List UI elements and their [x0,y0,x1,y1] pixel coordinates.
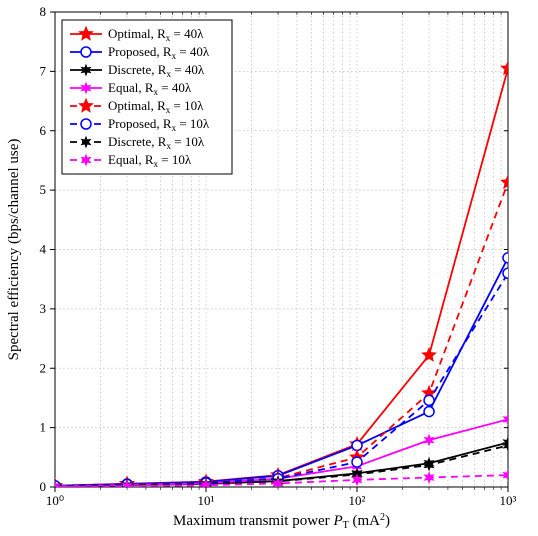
y-tick-label: 7 [40,63,47,78]
spectral-efficiency-chart: 10⁰ 10¹ 10² 10³ 0 1 2 3 4 5 6 7 8 Maximum transmit po… [0,0,538,536]
legend: Optimal, Rx = 40λProposed, Rx = 40λDiscr… [62,20,232,174]
y-axis-label: Spectral efficiency (bps/channel use) [6,139,22,361]
x-tick-label: 10⁰ [46,493,64,508]
legend-entry: Equal, Rx = 40λ [108,80,192,97]
y-tick-label: 6 [40,123,47,138]
legend-entry: Optimal, Rx = 40λ [108,26,204,43]
legend-entry: Equal, Rx = 10λ [108,152,192,169]
legend-entry: Proposed, Rx = 10λ [108,116,210,133]
y-tick-label: 0 [40,479,47,494]
legend-entry: Discrete, Rx = 40λ [108,62,205,79]
y-tick-label: 5 [40,182,47,197]
legend-entry: Discrete, Rx = 10λ [108,134,205,151]
y-tick-label: 1 [40,420,47,435]
y-tick-label: 2 [40,360,47,375]
x-tick-label: 10¹ [198,493,215,508]
x-tick-label: 10³ [500,493,517,508]
y-tick-label: 3 [40,301,47,316]
y-tick-label: 4 [40,242,47,257]
legend-entry: Optimal, Rx = 10λ [108,98,204,115]
x-axis-label: Maximum transmit power PT (mA2) [173,512,390,531]
legend-entry: Proposed, Rx = 40λ [108,44,210,61]
x-tick-label: 10² [349,493,366,508]
y-tick-label: 8 [40,4,47,19]
